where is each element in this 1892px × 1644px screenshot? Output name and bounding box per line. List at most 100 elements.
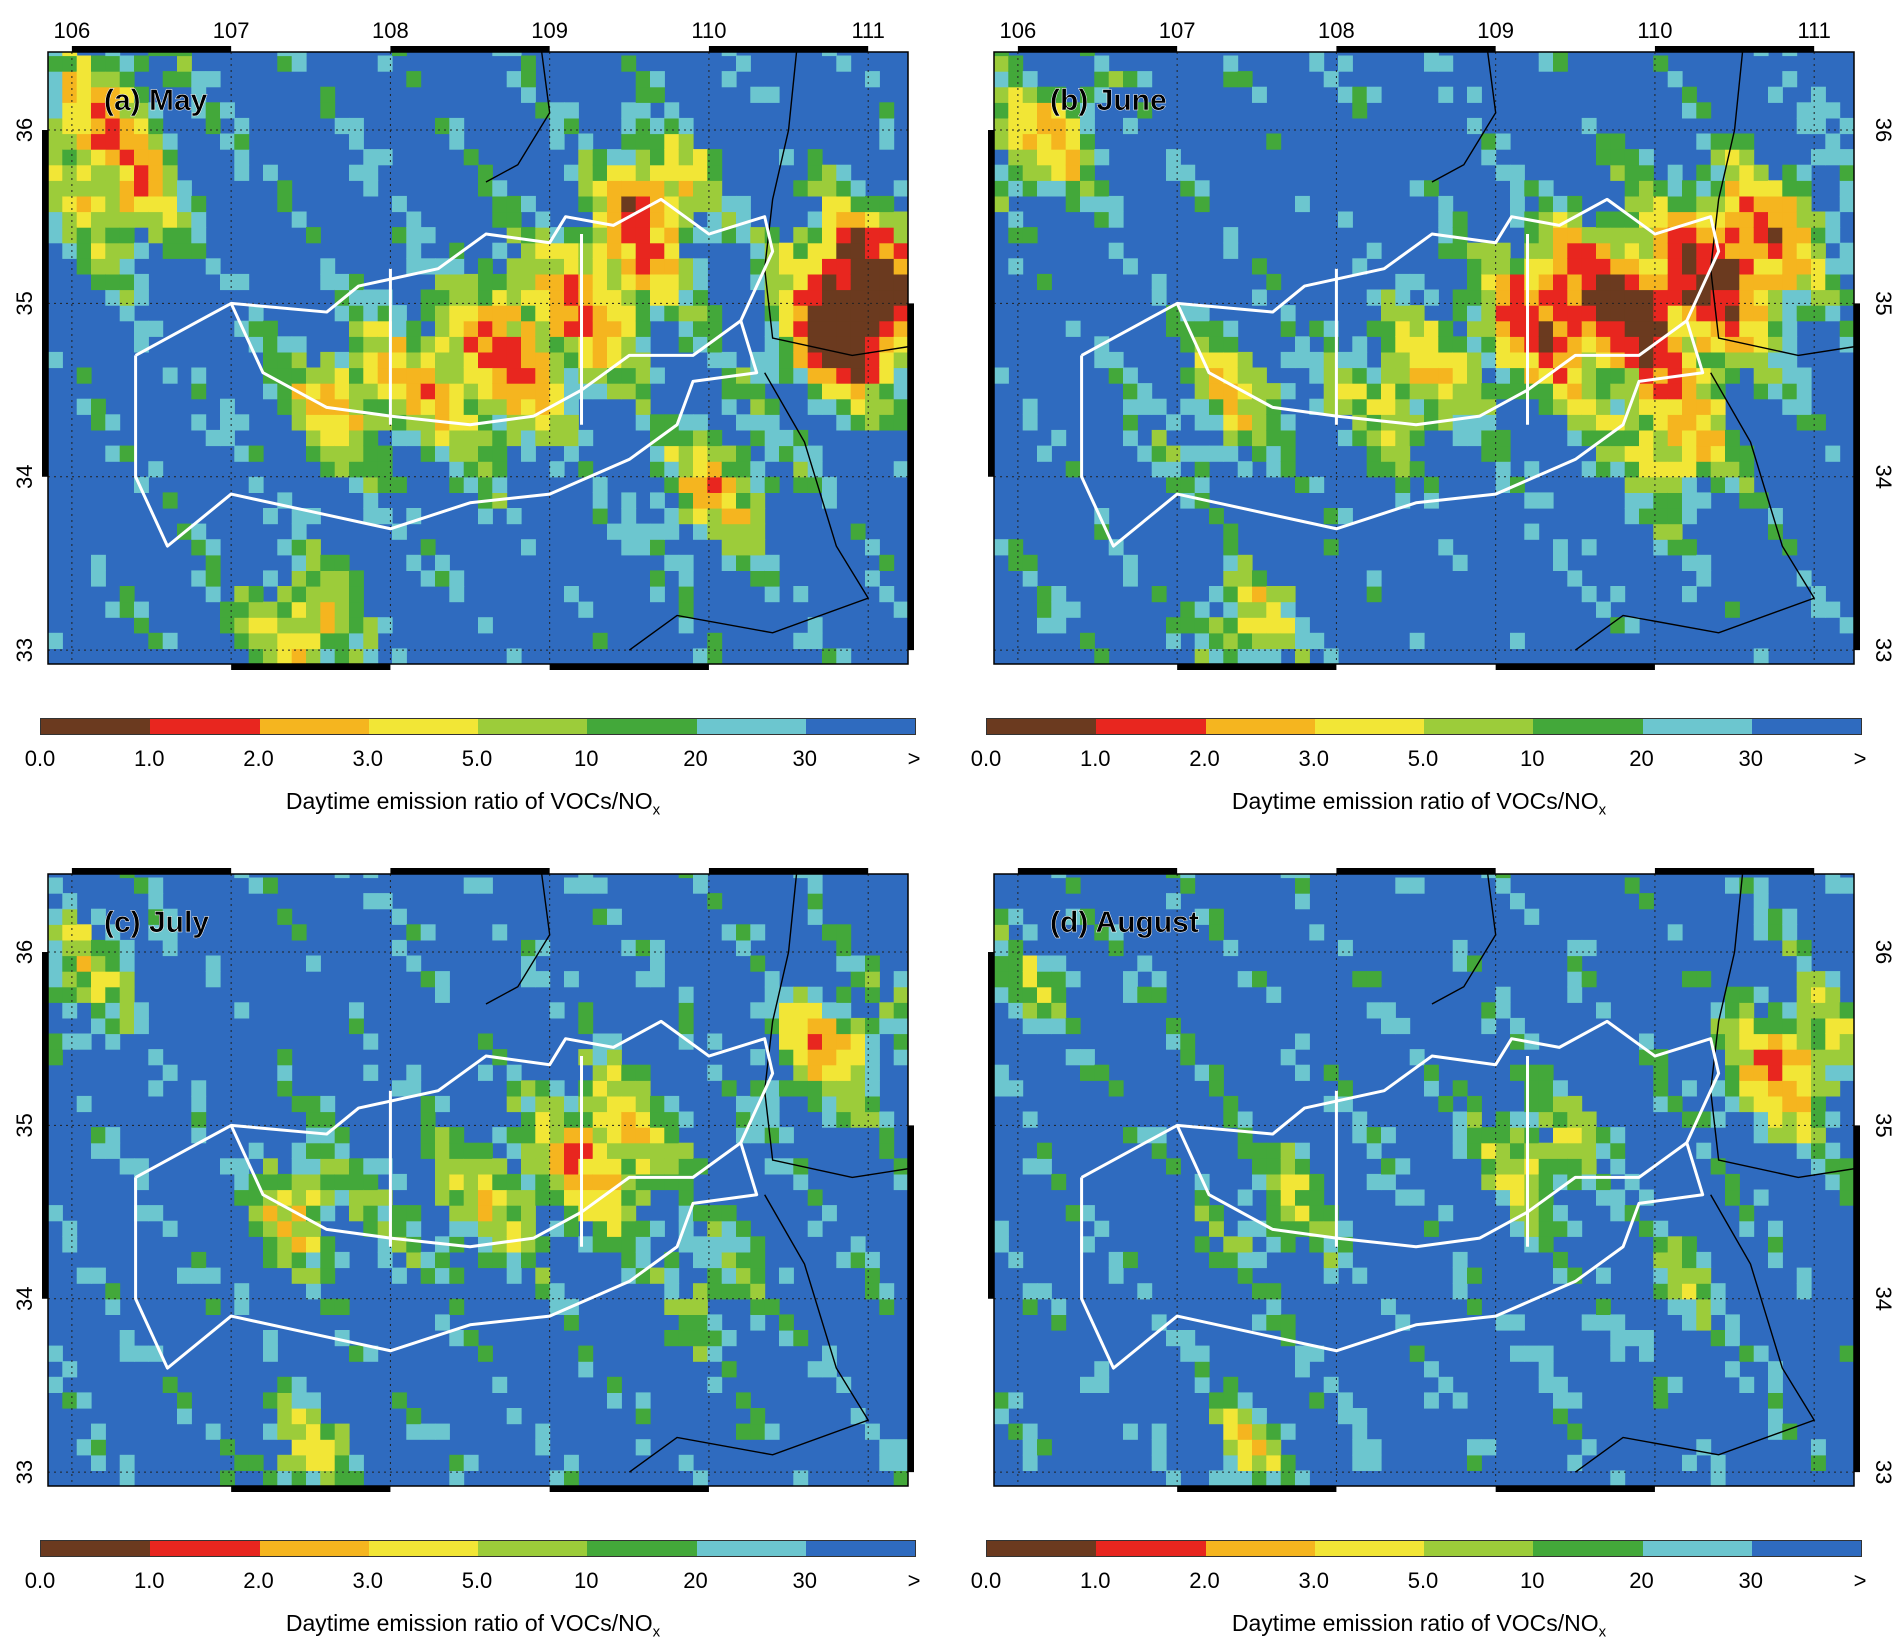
field-cell: [707, 1064, 723, 1081]
field-cell: [893, 305, 908, 322]
field-cell: [1266, 1298, 1282, 1315]
field-cell: [105, 211, 121, 228]
field-cell: [420, 383, 436, 400]
field-cell: [105, 71, 121, 88]
field-cell: [1796, 939, 1812, 957]
field-cell: [607, 320, 622, 337]
field-cell: [836, 180, 852, 197]
field-cell: [1495, 273, 1511, 291]
field-cell: [248, 1142, 264, 1159]
field-cell: [162, 211, 178, 228]
field-cell: [478, 398, 493, 415]
field-cell: [721, 1267, 737, 1284]
field-cell: [1252, 1439, 1267, 1456]
field-cell: [1653, 1220, 1669, 1237]
field-cell: [1438, 367, 1454, 384]
field-cell: [1338, 367, 1353, 384]
field-cell: [621, 336, 637, 353]
field-cell: [1839, 1017, 1854, 1035]
field-cell: [564, 273, 579, 291]
field-cell: [1782, 1127, 1798, 1144]
field-cell: [91, 1267, 106, 1284]
field-cell: [635, 258, 651, 275]
field-cell: [463, 429, 479, 447]
field-cell: [1796, 258, 1812, 275]
field-cell: [48, 1376, 63, 1393]
field-cell: [148, 149, 164, 166]
field-cell: [793, 1033, 809, 1050]
field-cell: [564, 351, 579, 369]
field-cell: [1209, 383, 1224, 400]
field-cell: [1624, 164, 1640, 181]
field-cell: [377, 398, 393, 415]
city-boundary: [134, 1019, 775, 1370]
field-cell: [48, 1033, 63, 1050]
field-cell: [1538, 351, 1554, 369]
field-cell: [678, 414, 694, 431]
field-cell: [1180, 336, 1196, 353]
field-cell: [721, 1236, 737, 1253]
field-cell: [1696, 320, 1712, 337]
field-cell: [1194, 398, 1210, 415]
field-cell: [678, 554, 694, 571]
field-cell: [1825, 1049, 1841, 1066]
colorbar-tick-label: 3.0: [352, 746, 384, 771]
field-cell: [1825, 1002, 1841, 1019]
field-cell: [349, 586, 364, 603]
field-cell: [1653, 1251, 1669, 1269]
field-cell: [1424, 336, 1439, 353]
field-cell: [105, 445, 121, 462]
field-cell: [736, 414, 751, 431]
field-cell: [1725, 195, 1740, 213]
field-cell: [1538, 227, 1554, 244]
latitude-tick-label: 34: [12, 465, 37, 489]
field-cell: [793, 320, 809, 337]
field-cell: [1596, 398, 1611, 415]
field-cell: [707, 1220, 723, 1237]
field-cell: [1166, 617, 1181, 634]
field-cell: [492, 476, 508, 493]
field-cell: [764, 1002, 780, 1019]
field-cell: [506, 258, 522, 275]
field-cell: [291, 1470, 307, 1486]
field-cell: [1653, 461, 1669, 478]
field-cell: [564, 398, 579, 415]
field-cell: [1682, 1251, 1697, 1269]
field-cell: [1653, 195, 1669, 213]
field-cell: [1667, 414, 1683, 431]
city-boundary: [229, 1124, 742, 1249]
field-cell: [334, 1173, 350, 1191]
field-cell: [1080, 1049, 1095, 1066]
field-cell: [521, 429, 536, 447]
field-cell: [91, 986, 106, 1003]
field-cell: [1094, 924, 1110, 941]
field-cell: [621, 1189, 637, 1206]
field-cell: [506, 1189, 522, 1206]
field-cell: [1538, 1173, 1554, 1191]
field-cell: [1610, 258, 1626, 275]
field-cell: [1051, 874, 1067, 879]
field-cell: [62, 117, 78, 135]
field-cell: [693, 1283, 708, 1300]
field-cell: [1051, 1298, 1067, 1315]
field-cell: [134, 617, 149, 634]
field-cell: [162, 71, 178, 88]
field-cell: [1366, 383, 1382, 400]
field-cell: [836, 939, 852, 957]
field-cell: [248, 1220, 264, 1237]
field-cell: [693, 258, 708, 275]
field-cell: [248, 320, 264, 337]
field-cell: [1266, 1439, 1282, 1456]
field-cell: [1811, 1033, 1826, 1050]
field-cell: [1538, 1345, 1554, 1362]
emission-field: [994, 874, 1854, 1486]
field-cell: [607, 1392, 622, 1409]
field-cell: [1237, 1408, 1253, 1425]
field-cell: [492, 398, 508, 415]
field-cell: [492, 305, 508, 322]
field-cell: [592, 180, 608, 197]
field-cell: [1839, 289, 1854, 306]
field-cell: [1481, 351, 1497, 369]
field-cell: [1366, 971, 1382, 988]
field-cell: [306, 539, 321, 556]
